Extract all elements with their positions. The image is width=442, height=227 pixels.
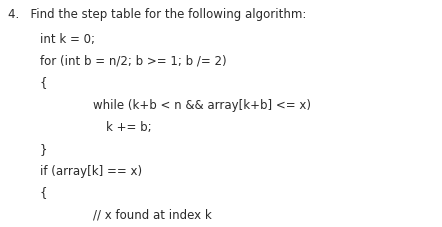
Text: if (array[k] == x): if (array[k] == x) xyxy=(40,165,142,178)
Text: {: { xyxy=(40,76,47,89)
Text: while (k+b < n && array[k+b] <= x): while (k+b < n && array[k+b] <= x) xyxy=(93,99,311,112)
Text: 4.   Find the step table for the following algorithm:: 4. Find the step table for the following… xyxy=(8,8,306,21)
Text: {: { xyxy=(40,186,47,199)
Text: int k = 0;: int k = 0; xyxy=(40,33,95,46)
Text: k += b;: k += b; xyxy=(106,121,152,134)
Text: }: } xyxy=(40,143,47,156)
Text: for (int b = n/2; b >= 1; b /= 2): for (int b = n/2; b >= 1; b /= 2) xyxy=(40,54,226,67)
Text: // x found at index k: // x found at index k xyxy=(93,208,212,221)
